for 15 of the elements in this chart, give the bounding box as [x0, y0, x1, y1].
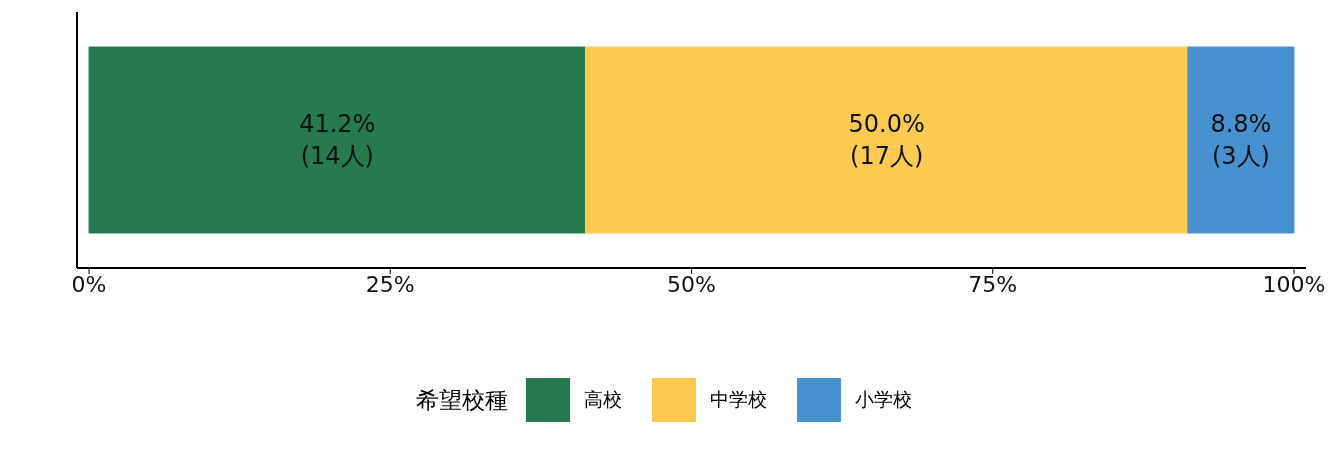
bar: [88, 46, 586, 234]
bar: [584, 46, 1189, 234]
x-tick-label: 75%: [968, 271, 1018, 297]
data-label: 50.0% (17人): [848, 110, 925, 170]
x-tick-label: 100%: [1262, 271, 1326, 297]
legend-label: 中学校: [710, 387, 767, 412]
x-tick-label: 0%: [71, 271, 107, 297]
legend-label: 小学校: [855, 387, 912, 412]
data-label: 41.2% (14人): [299, 110, 376, 170]
x-tick-label: 25%: [365, 271, 415, 297]
x-tick-label: 50%: [667, 271, 716, 297]
legend-label: 高校: [584, 387, 622, 412]
bar: [1187, 46, 1295, 234]
data-label: 8.8% (3人): [1210, 110, 1272, 170]
legend-title: 希望校種: [416, 385, 508, 415]
